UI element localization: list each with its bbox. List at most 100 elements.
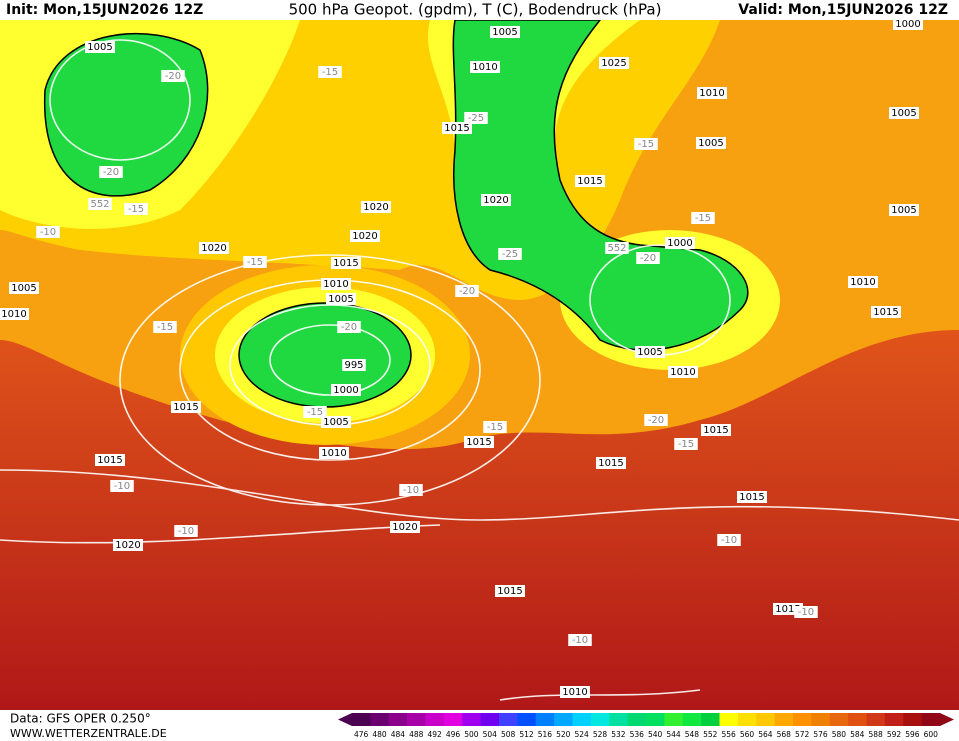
temperature-label: -15 <box>695 213 711 224</box>
isobar-label: 1015 <box>577 176 602 187</box>
colorbar-cell <box>609 713 629 726</box>
colorbar-tick-label: 492 <box>428 730 443 739</box>
colorbar-tick-label: 552 <box>703 730 718 739</box>
isobar-label-box <box>464 436 494 448</box>
isobar-label-box <box>560 686 590 698</box>
temperature-label-box <box>153 321 177 333</box>
isobar-label: 1005 <box>323 417 348 428</box>
temperature-label: -15 <box>128 204 144 215</box>
temperature-label: -10 <box>572 635 588 646</box>
isobar-label: 1005 <box>698 138 723 149</box>
data-source: Data: GFS OPER 0.250° <box>10 712 151 726</box>
isobar-label-box <box>575 175 605 187</box>
colorbar-cell <box>921 713 941 726</box>
isobar-label: 1005 <box>11 283 36 294</box>
temperature-label-box <box>636 252 660 264</box>
isobar-label: 1005 <box>328 294 353 305</box>
colorbar-tick-label: 568 <box>777 730 792 739</box>
temperature-label: -15 <box>678 439 694 450</box>
colorbar-cell <box>756 713 776 726</box>
isobar-label: 1015 <box>497 586 522 597</box>
temperature-label-box <box>337 321 361 333</box>
colorbar-cell <box>664 713 684 726</box>
temperature-label-box <box>794 606 818 618</box>
colorbar-cell <box>829 713 849 726</box>
isobar-label: 1020 <box>115 540 140 551</box>
colorbar-cell <box>499 713 518 726</box>
isobar-label-box <box>199 242 229 254</box>
isobar-label: 1010 <box>1 309 26 320</box>
isobar-label: 1000 <box>333 385 358 396</box>
isobar-label-box <box>321 278 351 290</box>
isobar-label: 1015 <box>173 402 198 413</box>
colorbar-tick-label: 540 <box>648 730 663 739</box>
temperature-label: -10 <box>178 526 194 537</box>
colorbar-cell <box>590 713 610 726</box>
colorbar-cell <box>811 713 831 726</box>
colorbar-tick-label: 548 <box>685 730 700 739</box>
isobar-label-box <box>696 137 726 149</box>
colorbar-cell <box>682 713 702 726</box>
isobar-label: 1005 <box>637 347 662 358</box>
isobar-label: 1010 <box>850 277 875 288</box>
isobar-label-box <box>342 359 366 371</box>
isobar-label: 1015 <box>333 258 358 269</box>
isobar-label: 1015 <box>466 437 491 448</box>
colorbar-tick-label: 536 <box>630 730 645 739</box>
isobar-label: 995 <box>344 360 363 371</box>
colorbar-cell <box>370 713 390 726</box>
colorbar-cell <box>572 713 592 726</box>
colorbar-cell <box>388 713 408 726</box>
isobar-label-box <box>0 308 29 320</box>
temperature-label: -15 <box>247 257 263 268</box>
isobar-label: 1020 <box>483 195 508 206</box>
temperature-label: -25 <box>502 249 518 260</box>
isobar-label: 1010 <box>670 367 695 378</box>
isobar-label-box <box>848 276 878 288</box>
temperature-label-box <box>124 203 148 215</box>
colorbar-cell <box>793 713 812 726</box>
isobar-label: 1020 <box>392 522 417 533</box>
colorbar-tick-label: 480 <box>372 730 387 739</box>
colorbar-tick-label: 512 <box>519 730 534 739</box>
isobar-label-box <box>361 201 391 213</box>
isobar-label-box <box>113 539 143 551</box>
isobar-label-box <box>665 237 695 249</box>
colorbar-tick-label: 600 <box>924 730 939 739</box>
temperature-label: -20 <box>640 253 656 264</box>
isobar-label: 1015 <box>703 425 728 436</box>
isobar-label-box <box>701 424 731 436</box>
temperature-label: 552 <box>90 199 109 210</box>
isobar-label-box <box>889 204 919 216</box>
colorbar-cell <box>535 713 555 726</box>
colorbar-tick-label: 560 <box>740 730 755 739</box>
isobar-label: 1010 <box>562 687 587 698</box>
isobar-label-box <box>331 257 361 269</box>
isobar-label-box <box>319 447 349 459</box>
colorbar-cell <box>462 713 482 726</box>
colorbar-tick-label: 544 <box>666 730 681 739</box>
temperature-label-box <box>99 166 123 178</box>
temperature-label: -20 <box>341 322 357 333</box>
temperature-label: -20 <box>648 415 664 426</box>
colorbar-cell <box>352 713 371 726</box>
isobar-label-box <box>596 457 626 469</box>
temperature-label-box <box>717 534 741 546</box>
temperature-label-box <box>483 421 507 433</box>
temperature-label-box <box>455 285 479 297</box>
colorbar-arrow-right <box>940 713 954 726</box>
colorbar-tick-label: 584 <box>850 730 865 739</box>
isobar-label: 1000 <box>895 19 920 30</box>
temperature-label-box <box>110 480 134 492</box>
colorbar-tick-label: 532 <box>611 730 626 739</box>
colorbar-cell <box>425 713 445 726</box>
isobar-label: 1015 <box>598 458 623 469</box>
colorbar-cell <box>554 713 573 726</box>
temperature-label-box <box>318 66 342 78</box>
isobar-label-box <box>9 282 39 294</box>
isobar-label: 1000 <box>667 238 692 249</box>
isobar-label-box <box>490 26 520 38</box>
colorbar-tick-label: 488 <box>409 730 424 739</box>
temperature-label-box <box>568 634 592 646</box>
